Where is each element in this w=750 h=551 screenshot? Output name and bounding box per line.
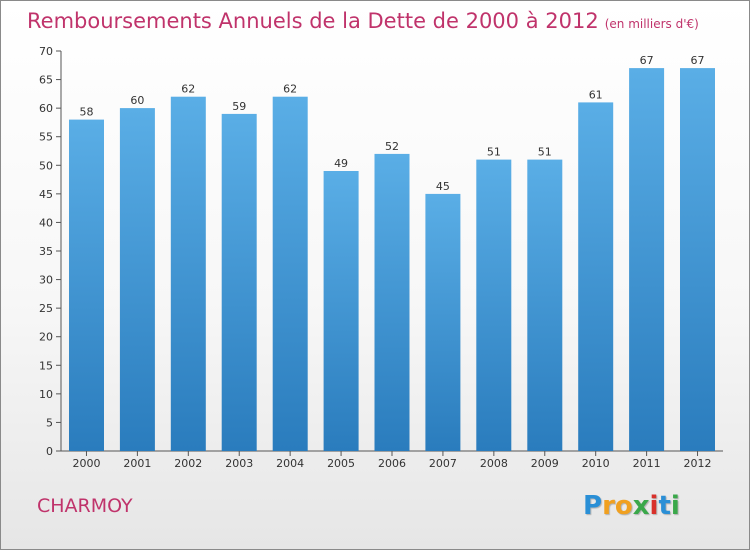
x-tick-label: 2006 bbox=[378, 457, 406, 470]
y-tick-label: 55 bbox=[39, 131, 53, 144]
logo-letter: P bbox=[583, 491, 603, 521]
bar bbox=[272, 96, 308, 451]
bar bbox=[476, 159, 512, 451]
x-tick-label: 2001 bbox=[123, 457, 151, 470]
commune-name: CHARMOY bbox=[37, 495, 133, 517]
y-tick-label: 65 bbox=[39, 74, 53, 87]
x-tick-label: 2007 bbox=[429, 457, 457, 470]
y-tick-label: 20 bbox=[39, 331, 53, 344]
title-text: Remboursements Annuels de la Dette de 20… bbox=[27, 9, 599, 33]
x-tick-label: 2004 bbox=[276, 457, 304, 470]
y-tick-label: 45 bbox=[39, 188, 53, 201]
bar bbox=[221, 113, 257, 452]
y-tick-label: 0 bbox=[46, 445, 53, 458]
x-tick-label: 2008 bbox=[480, 457, 508, 470]
x-tick-label: 2000 bbox=[72, 457, 100, 470]
data-label: 67 bbox=[640, 54, 654, 67]
chart-title: Remboursements Annuels de la Dette de 20… bbox=[27, 9, 699, 33]
data-label: 59 bbox=[232, 100, 246, 113]
x-tick-label: 2003 bbox=[225, 457, 253, 470]
logo-letter: i bbox=[649, 491, 659, 521]
data-label: 51 bbox=[538, 146, 552, 159]
logo-letter: o bbox=[614, 491, 633, 521]
logo-letter: x bbox=[632, 491, 650, 521]
y-tick-label: 35 bbox=[39, 245, 53, 258]
y-tick-label: 5 bbox=[46, 416, 53, 429]
data-label: 52 bbox=[385, 140, 399, 153]
y-tick-label: 60 bbox=[39, 102, 53, 115]
unit-note: (en milliers d'€) bbox=[604, 17, 699, 31]
bar bbox=[374, 153, 410, 451]
logo-letter: i bbox=[670, 491, 680, 521]
x-tick-label: 2005 bbox=[327, 457, 355, 470]
logo-letter: r bbox=[602, 491, 615, 521]
data-label: 62 bbox=[283, 83, 297, 96]
x-tick-label: 2012 bbox=[684, 457, 712, 470]
logo-letter: t bbox=[658, 491, 671, 521]
y-tick-label: 10 bbox=[39, 388, 53, 401]
data-label: 58 bbox=[79, 106, 93, 119]
bar bbox=[527, 159, 563, 451]
y-tick-label: 15 bbox=[39, 359, 53, 372]
bar bbox=[629, 68, 665, 451]
x-tick-label: 2011 bbox=[633, 457, 661, 470]
data-label: 61 bbox=[589, 88, 603, 101]
data-label: 45 bbox=[436, 180, 450, 193]
y-tick-label: 25 bbox=[39, 302, 53, 315]
data-label: 62 bbox=[181, 83, 195, 96]
data-label: 60 bbox=[130, 94, 144, 107]
y-tick-label: 70 bbox=[39, 45, 53, 58]
bar bbox=[680, 68, 715, 451]
data-label: 51 bbox=[487, 146, 501, 159]
x-tick-label: 2009 bbox=[531, 457, 559, 470]
bar bbox=[323, 171, 359, 451]
x-tick-label: 2002 bbox=[174, 457, 202, 470]
y-tick-label: 40 bbox=[39, 216, 53, 229]
data-label: 67 bbox=[691, 54, 705, 67]
y-tick-label: 50 bbox=[39, 159, 53, 172]
data-label: 49 bbox=[334, 157, 348, 170]
y-tick-label: 30 bbox=[39, 274, 53, 287]
proxiti-logo: Proxiti bbox=[583, 491, 680, 521]
bar bbox=[119, 108, 155, 451]
bar bbox=[578, 102, 614, 452]
bar bbox=[170, 96, 206, 451]
bar bbox=[69, 119, 104, 451]
bar bbox=[425, 193, 461, 451]
x-tick-label: 2010 bbox=[582, 457, 610, 470]
